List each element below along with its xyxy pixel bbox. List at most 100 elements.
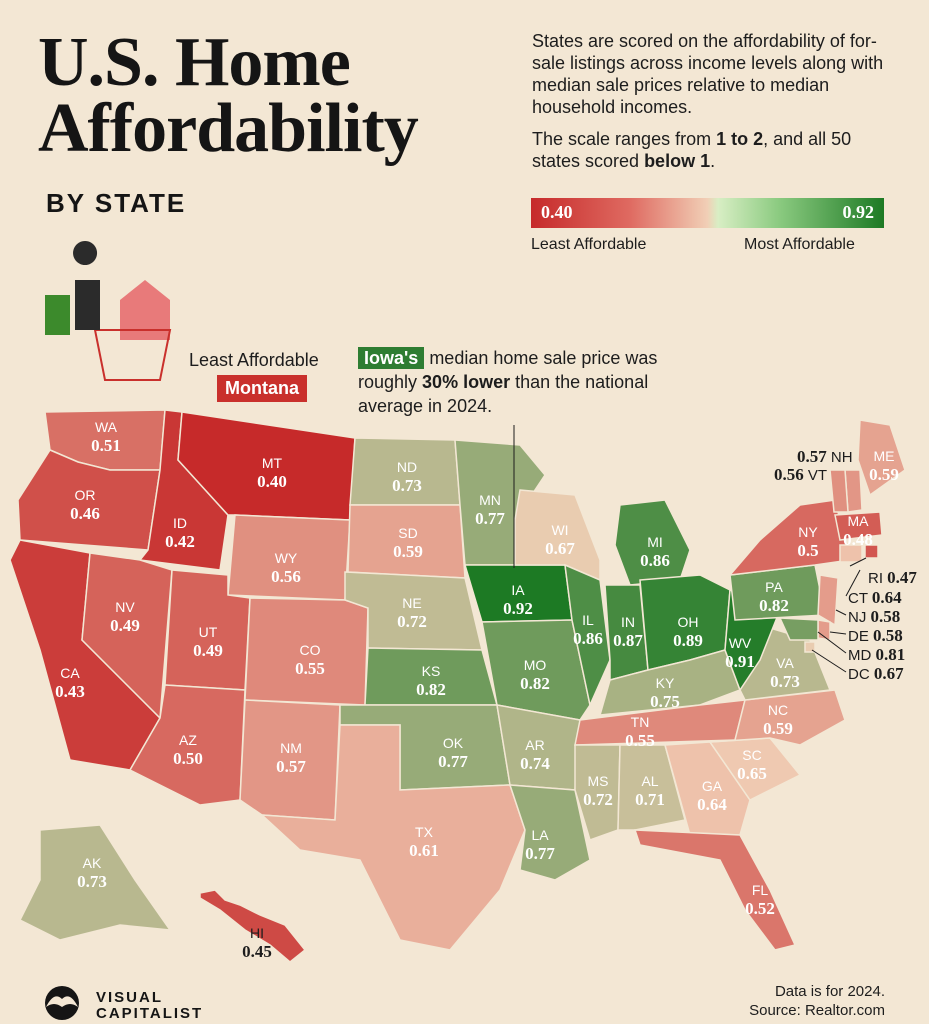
- state-CO: [244, 597, 369, 706]
- state-label-ND: ND 0.73: [392, 459, 422, 495]
- state-label-VA: VA 0.73: [770, 655, 800, 691]
- state-label-TN: TN 0.55: [625, 714, 655, 750]
- state-label-SD: SD 0.59: [393, 525, 423, 561]
- state-label-IL: IL 0.86: [573, 612, 603, 648]
- footer-note: Data is for 2024. Source: Realtor.com: [749, 982, 885, 1020]
- description-p2: The scale ranges from 1 to 2, and all 50…: [532, 129, 852, 171]
- person-body-icon: [75, 280, 100, 330]
- state-label-PA: PA 0.82: [759, 579, 789, 615]
- page-title: U.S. Home Affordability: [38, 24, 508, 167]
- state-label-WV: WV 0.91: [725, 635, 755, 671]
- label-NJ: NJ 0.58: [848, 607, 901, 626]
- state-label-ME: ME 0.59: [869, 448, 899, 484]
- iowa-badge: Iowa's: [358, 347, 425, 369]
- state-label-CO: CO 0.55: [295, 642, 325, 678]
- footer-data-year: Data is for 2024.: [774, 983, 885, 1000]
- label-RI: RI 0.47: [868, 568, 917, 587]
- state-label-LA: LA 0.77: [525, 827, 555, 863]
- state-label-WA: WA 0.51: [91, 419, 121, 455]
- iowa-callout: Iowa's median home sale price was roughl…: [358, 347, 658, 416]
- house-icon: [120, 280, 170, 340]
- de-leader-line: [829, 631, 847, 635]
- state-NJ: [817, 574, 839, 627]
- brand-name: VISUAL CAPITALIST: [96, 989, 204, 1022]
- state-VT: [829, 469, 849, 513]
- scale-max-value: 0.92: [842, 202, 875, 222]
- state-label-KS: KS 0.82: [416, 663, 446, 699]
- label-NH: 0.57 NH: [797, 447, 853, 466]
- person-head-icon: [73, 241, 98, 265]
- state-label-TX: TX 0.61: [409, 824, 439, 860]
- state-MS: [574, 744, 621, 841]
- state-label-AK: AK 0.73: [77, 855, 107, 891]
- least-affordable-state-badge: Montana: [217, 375, 307, 402]
- state-label-ID: ID 0.42: [165, 515, 195, 551]
- state-label-UT: UT 0.49: [193, 624, 223, 660]
- state-label-AR: AR 0.74: [520, 737, 550, 773]
- state-HI: [199, 889, 307, 963]
- state-label-NY: NY 0.5: [797, 524, 818, 560]
- state-ME: [857, 419, 906, 497]
- nj-leader-line: [835, 609, 847, 616]
- state-label-IA: IA 0.92: [503, 582, 533, 618]
- state-label-OR: OR 0.46: [70, 487, 100, 523]
- state-label-NE: NE 0.72: [397, 595, 427, 631]
- state-label-NC: NC 0.59: [763, 702, 793, 738]
- state-label-HI: HI 0.45: [242, 925, 272, 961]
- description: States are scored on the affordability o…: [532, 30, 902, 182]
- state-AZ: [128, 684, 246, 806]
- state-label-MA: MA 0.48: [843, 513, 873, 549]
- dc-leader-line: [811, 649, 847, 673]
- state-label-MI: MI 0.86: [640, 534, 670, 570]
- visual-capitalist-logo-icon: [45, 986, 79, 1020]
- scale-min-value: 0.40: [541, 202, 573, 222]
- state-label-CA: CA 0.43: [55, 665, 85, 701]
- state-label-WI: WI 0.67: [545, 522, 575, 558]
- state-AK: [18, 824, 172, 941]
- scale-most-label: Most Affordable: [744, 236, 855, 253]
- state-label-MS: MS 0.72: [583, 773, 613, 809]
- state-label-OH: OH 0.89: [673, 614, 703, 650]
- state-label-MT: MT 0.40: [257, 455, 287, 491]
- state-FL: [633, 829, 797, 951]
- ri-leader-line: [849, 557, 867, 567]
- label-DE: DE 0.58: [848, 626, 903, 645]
- title-line-1: U.S. Home: [38, 24, 351, 101]
- state-GA: [664, 741, 751, 836]
- state-label-WY: WY 0.56: [271, 550, 301, 586]
- state-label-IN: IN 0.87: [613, 614, 643, 650]
- state-label-FL: FL 0.52: [745, 882, 775, 918]
- md-leader-line: [817, 631, 847, 654]
- footer-source: Source: Realtor.com: [749, 1002, 885, 1019]
- state-label-OK: OK 0.77: [438, 735, 468, 771]
- state-MO: [481, 619, 591, 721]
- shopping-cart-icon: [93, 329, 172, 381]
- state-AL: [617, 744, 686, 831]
- state-MA: [834, 511, 883, 541]
- state-MD: [778, 617, 819, 641]
- state-label-SC: SC 0.65: [737, 747, 767, 783]
- page-subtitle: BY STATE: [46, 188, 187, 218]
- state-label-NM: NM 0.57: [276, 740, 306, 776]
- state-label-MO: MO 0.82: [520, 657, 550, 693]
- label-MD: MD 0.81: [848, 645, 906, 664]
- state-CT: [839, 544, 863, 563]
- scale-least-label: Least Affordable: [531, 236, 647, 253]
- description-p1: States are scored on the affordability o…: [532, 31, 884, 117]
- state-RI: [864, 544, 879, 559]
- state-IL: [564, 563, 611, 708]
- ct-leader-line: [845, 569, 861, 597]
- state-label-NV: NV 0.49: [110, 599, 140, 635]
- least-affordable-callout-label: Least Affordable: [189, 350, 319, 370]
- state-label-MN: MN 0.77: [475, 492, 505, 528]
- state-NY: [728, 499, 851, 576]
- title-line-2: Affordability: [38, 90, 419, 167]
- person2-body-icon: [45, 295, 70, 335]
- state-label-KY: KY 0.75: [650, 675, 680, 711]
- label-VT: 0.56 VT: [774, 465, 828, 484]
- state-label-AZ: AZ 0.50: [173, 732, 203, 768]
- state-label-GA: GA 0.64: [697, 778, 727, 814]
- state-NV: [81, 552, 173, 720]
- label-CT: CT 0.64: [848, 588, 902, 607]
